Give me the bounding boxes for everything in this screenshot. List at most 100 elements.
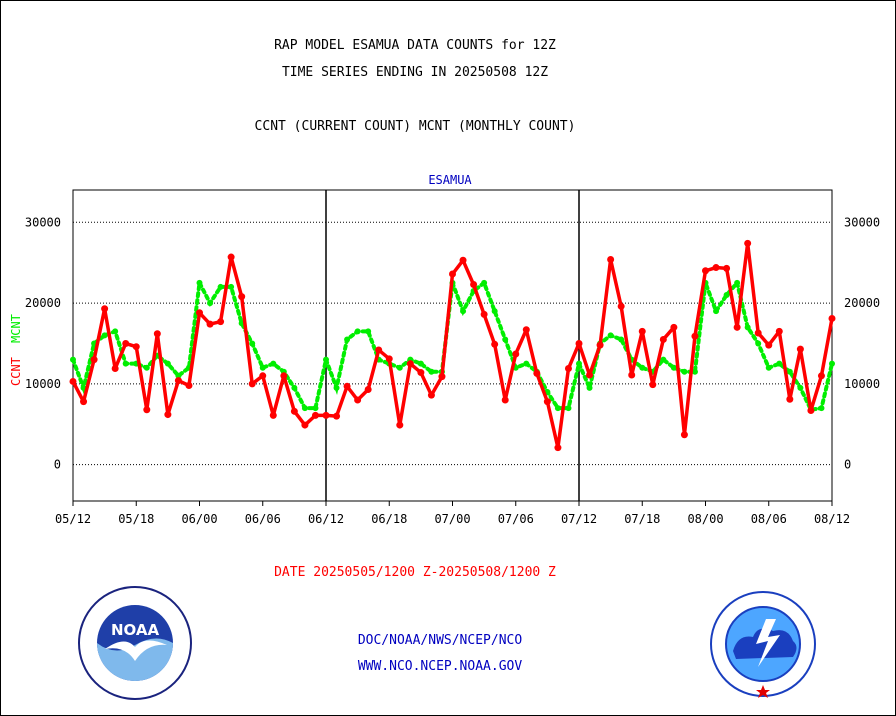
series-ccnt-point — [617, 302, 625, 310]
x-tick-label: 06/00 — [181, 512, 217, 526]
x-tick-label: 06/12 — [308, 512, 344, 526]
series-ccnt-point — [269, 411, 277, 419]
series-ccnt-point — [649, 381, 657, 389]
series-mcnt-point — [523, 360, 530, 367]
x-tick-label: 05/12 — [55, 512, 91, 526]
series-mcnt-point — [354, 328, 361, 335]
x-tick-label: 06/18 — [371, 512, 407, 526]
x-tick-label: 05/18 — [118, 512, 154, 526]
series-mcnt-point — [164, 360, 171, 367]
y-axis-label-mcnt: MCNT — [9, 314, 23, 343]
series-mcnt-point — [460, 308, 467, 315]
series-ccnt-point — [227, 253, 235, 261]
series-ccnt-point — [132, 343, 140, 351]
credit-url: WWW.NCO.NCEP.NOAA.GOV — [357, 659, 523, 674]
series-layer — [69, 239, 836, 452]
series-ccnt-point — [301, 421, 309, 429]
series-ccnt-point — [185, 381, 193, 389]
date-range: DATE 20250505/1200 Z-20250508/1200 Z — [274, 565, 556, 580]
series-mcnt-point — [797, 384, 804, 391]
series-mcnt-point — [365, 328, 372, 335]
series-ccnt-point — [174, 377, 182, 385]
series-ccnt-point — [733, 323, 741, 331]
plot-title: ESAMUA — [428, 173, 472, 187]
series-mcnt-point — [586, 384, 593, 391]
series-mcnt-point — [122, 360, 129, 367]
y-tick-label: 30000 — [25, 215, 61, 229]
series-ccnt-point — [396, 421, 404, 429]
series-ccnt-point — [196, 309, 203, 317]
series-ccnt-point — [438, 373, 446, 381]
series-ccnt-point — [322, 411, 330, 419]
x-tick-label: 07/00 — [434, 512, 470, 526]
series-mcnt-point — [175, 372, 182, 379]
series-ccnt-point — [480, 310, 488, 318]
series-mcnt-point — [786, 368, 793, 375]
chart-title-line3: CCNT (CURRENT COUNT) MCNT (MONTHLY COUNT… — [254, 119, 576, 134]
series-ccnt-point — [564, 365, 572, 373]
series-mcnt-point — [618, 336, 625, 343]
nws-logo — [710, 591, 816, 698]
series-ccnt-point — [385, 355, 393, 363]
chart-title-line1: RAP MODEL ESAMUA DATA COUNTS for 12Z — [274, 38, 556, 53]
series-mcnt-point — [249, 340, 256, 347]
series-ccnt-point — [343, 382, 351, 390]
series-ccnt-point — [90, 356, 98, 364]
series-mcnt-point — [502, 336, 509, 343]
series-mcnt-point — [639, 364, 646, 371]
series-ccnt-point — [638, 327, 646, 335]
series-ccnt-point — [702, 267, 709, 275]
series-mcnt-point — [734, 279, 741, 286]
series-mcnt-point — [291, 384, 298, 391]
noaa-logo: NOAA — [78, 586, 192, 700]
series-mcnt-point — [776, 360, 783, 367]
series-mcnt-point — [344, 336, 351, 343]
series-mcnt-point — [681, 368, 688, 375]
x-tick-label: 07/12 — [561, 512, 597, 526]
series-mcnt-point — [312, 405, 319, 412]
series-ccnt-point — [575, 339, 583, 347]
series-ccnt-point — [596, 341, 604, 349]
series-ccnt-point — [533, 369, 541, 377]
series-mcnt-point — [691, 368, 698, 375]
series-mcnt-point — [554, 405, 561, 412]
series-ccnt-point — [828, 314, 836, 322]
series-ccnt-point — [817, 372, 825, 380]
series-ccnt-point — [122, 339, 130, 347]
plot-area-border — [72, 189, 833, 502]
series-mcnt-point — [301, 405, 308, 412]
series-mcnt-point — [112, 328, 119, 335]
y-axis-label-ccnt: CCNT — [9, 357, 23, 386]
series-mcnt-point — [207, 300, 214, 307]
series-mcnt-point — [744, 324, 751, 331]
series-ccnt-point — [375, 346, 383, 354]
series-mcnt-point — [396, 364, 403, 371]
series-mcnt-point — [818, 405, 825, 412]
series-ccnt-point — [449, 270, 456, 278]
series-ccnt-point — [691, 332, 699, 340]
series-ccnt-point — [406, 360, 414, 368]
series-ccnt-point — [470, 281, 478, 289]
series-mcnt-point — [143, 364, 150, 371]
series-ccnt-point — [311, 411, 319, 419]
series-ccnt-point — [354, 396, 362, 404]
series-ccnt-point — [143, 406, 151, 414]
series-mcnt-point — [70, 356, 76, 363]
series-ccnt-point — [744, 239, 752, 247]
series-ccnt-point — [628, 371, 636, 379]
series-ccnt-point — [164, 411, 172, 419]
series-ccnt-point — [723, 264, 731, 272]
series-mcnt-point — [755, 340, 762, 347]
series-mcnt-point — [270, 360, 277, 367]
series-mcnt-point — [323, 356, 329, 363]
series-ccnt-point — [248, 380, 256, 388]
series-ccnt-point — [153, 330, 161, 338]
series-mcnt-point — [259, 364, 266, 371]
series-ccnt-point — [670, 323, 678, 331]
noaa-logo-text: NOAA — [111, 621, 160, 639]
series-ccnt-point — [333, 412, 341, 420]
series-mcnt-point — [607, 332, 614, 339]
y-tick-label-right: 20000 — [844, 296, 880, 310]
series-ccnt-point — [543, 398, 551, 406]
